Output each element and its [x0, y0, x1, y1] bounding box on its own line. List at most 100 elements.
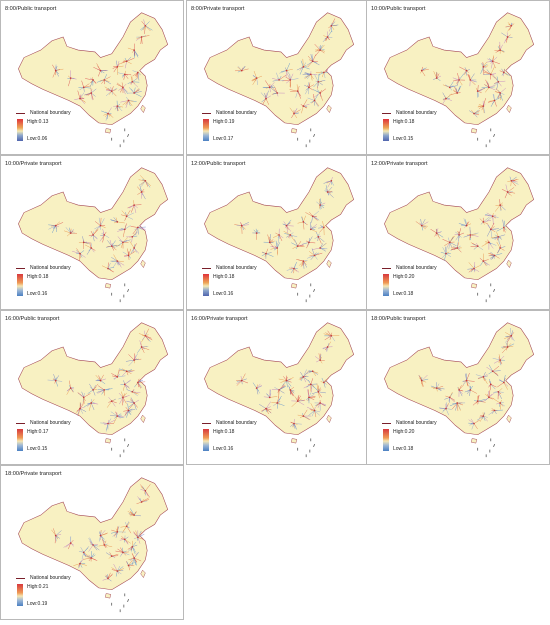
- flow-cluster: [314, 43, 326, 57]
- flow-cluster: [99, 228, 110, 243]
- island: [290, 438, 298, 444]
- flow-cluster: [323, 330, 340, 342]
- legend-low-label: Low:0.15: [393, 136, 414, 142]
- flow-cluster: [85, 77, 97, 87]
- map-legend: National boundary High:0.18 Low:0.15: [382, 110, 462, 150]
- flow-cluster: [98, 530, 108, 543]
- boundary-swatch: [382, 268, 391, 269]
- flow-cluster: [117, 70, 132, 80]
- legend-boundary-label: National boundary: [396, 420, 437, 426]
- flow-cluster: [494, 87, 507, 101]
- legend-high-label: High:0.18: [27, 274, 49, 280]
- flow-cluster: [486, 55, 500, 69]
- flow-cluster: [48, 221, 64, 234]
- legend-low-label: Low:0.17: [213, 136, 234, 142]
- boundary-swatch: [16, 268, 25, 269]
- legend-low-label: Low:0.19: [27, 601, 48, 607]
- flow-cluster: [430, 382, 445, 392]
- flow-cluster: [120, 379, 131, 391]
- flow-cluster: [66, 380, 75, 395]
- flow-cluster: [302, 236, 316, 249]
- flow-cluster: [278, 375, 294, 388]
- flow-cluster: [106, 397, 117, 408]
- flow-cluster: [472, 395, 486, 406]
- flow-cluster: [492, 354, 505, 366]
- color-ramp: [203, 274, 209, 296]
- flow-cluster: [116, 236, 131, 249]
- flow-cluster: [467, 73, 478, 87]
- boundary-dash: [313, 133, 315, 137]
- flow-cluster: [283, 230, 298, 242]
- flow-cluster: [120, 96, 137, 108]
- legend-high-label: High:0.18: [213, 429, 235, 435]
- flow-cluster: [488, 94, 502, 107]
- color-ramp: [203, 119, 209, 141]
- flow-cluster: [127, 75, 140, 88]
- boundary-dash: [127, 288, 129, 292]
- flow-cluster: [462, 372, 475, 387]
- legend-high-label: High:0.18: [213, 274, 235, 280]
- flow-cluster: [303, 378, 318, 393]
- flow-cluster: [110, 217, 125, 224]
- map-legend: National boundary High:0.13 Low:0.06: [16, 110, 96, 150]
- flow-cluster: [479, 216, 492, 225]
- flow-cluster: [122, 248, 136, 261]
- flow-cluster: [316, 198, 326, 210]
- flow-cluster: [476, 412, 488, 422]
- map-panel: 10:00/Public transport National boundary H…: [366, 0, 550, 155]
- flow-cluster: [468, 418, 481, 430]
- boundary-dash: [493, 288, 495, 292]
- flow-cluster: [111, 563, 124, 577]
- land-area: [18, 322, 169, 436]
- flow-cluster: [127, 43, 139, 58]
- flow-cluster: [76, 402, 87, 417]
- flow-cluster: [493, 75, 506, 90]
- island: [290, 128, 298, 134]
- flow-cluster: [497, 375, 509, 390]
- flow-cluster: [459, 66, 470, 76]
- flow-cluster: [296, 58, 310, 75]
- flow-cluster: [106, 239, 121, 251]
- legend-boundary-label: National boundary: [216, 265, 257, 271]
- panel-title: 16:00/Public transport: [5, 316, 60, 322]
- flow-cluster: [95, 374, 106, 385]
- flow-cluster: [138, 328, 153, 343]
- flow-cluster: [236, 373, 249, 386]
- island: [104, 283, 112, 289]
- flow-cluster: [110, 525, 126, 538]
- flow-cluster: [100, 418, 116, 432]
- land-area: [204, 167, 355, 281]
- flow-cluster: [430, 228, 444, 239]
- island: [326, 259, 332, 269]
- flow-cluster: [120, 210, 134, 221]
- flow-cluster: [496, 219, 507, 233]
- color-ramp: [383, 429, 389, 451]
- flow-cluster: [78, 80, 91, 92]
- china-map: [384, 167, 535, 303]
- flow-cluster: [291, 239, 305, 250]
- flow-cluster: [415, 218, 429, 231]
- flow-cluster: [288, 385, 295, 397]
- china-map: [18, 12, 169, 148]
- china-map: [18, 322, 169, 458]
- flow-cluster: [77, 391, 91, 405]
- legend-high-label: High:0.20: [393, 274, 415, 280]
- legend-boundary-label: National boundary: [30, 265, 71, 271]
- flow-cluster: [129, 241, 140, 254]
- flow-cluster: [289, 107, 301, 119]
- flow-cluster: [418, 374, 429, 387]
- flow-cluster: [289, 84, 302, 99]
- flow-cluster: [488, 378, 497, 390]
- boundary-dash: [127, 443, 129, 447]
- flow-cluster: [263, 234, 275, 248]
- flow-cluster: [139, 19, 153, 34]
- flow-cluster: [73, 558, 87, 569]
- legend-low-label: Low:0.18: [393, 446, 414, 452]
- map-panel: 18:00/Private transport National boundary…: [0, 465, 184, 620]
- flow-cluster: [119, 535, 131, 545]
- land-area: [204, 12, 355, 126]
- flow-cluster: [501, 32, 513, 44]
- island: [290, 283, 298, 289]
- land-area: [204, 322, 355, 436]
- island: [470, 128, 478, 134]
